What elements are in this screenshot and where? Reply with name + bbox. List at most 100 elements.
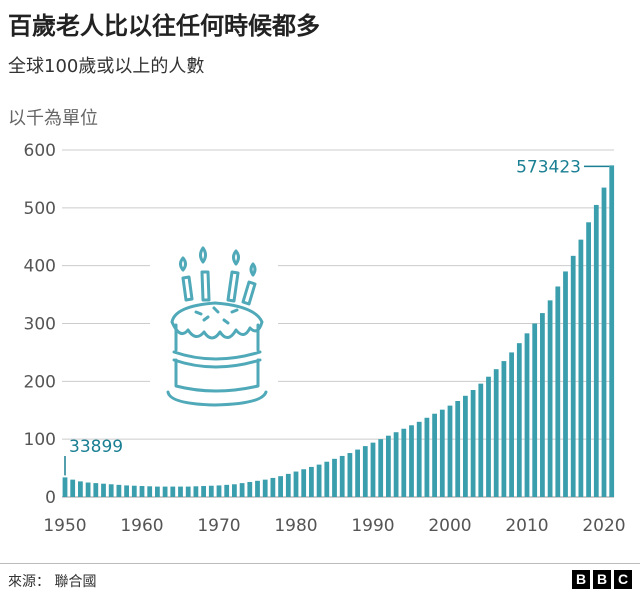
y-tick-label: 600: [24, 141, 56, 161]
x-tick-label: 1960: [120, 516, 163, 536]
bar: [201, 486, 206, 497]
x-tick-label: 1980: [274, 516, 317, 536]
bar: [278, 476, 283, 497]
bars: [62, 165, 615, 498]
y-axis-unit-label: 以千為單位: [8, 108, 98, 129]
bar: [247, 481, 253, 497]
x-tick-label: 2000: [428, 516, 471, 536]
bar: [170, 486, 176, 497]
bar: [370, 442, 376, 497]
bar: [208, 485, 214, 497]
annotation-label: 573423: [516, 157, 581, 177]
bar: [101, 483, 106, 497]
gridlines: [62, 149, 614, 498]
bar: [509, 352, 514, 497]
x-tick-label: 2020: [582, 516, 625, 536]
birthday-cake-icon: [166, 246, 268, 407]
x-tick-label: 1990: [351, 516, 394, 536]
bar: [547, 300, 553, 497]
y-tick-label: 200: [24, 372, 56, 392]
bar: [409, 425, 414, 497]
bar: [493, 369, 499, 497]
bar: [85, 482, 91, 497]
bar: [386, 435, 391, 497]
bar: [555, 286, 561, 497]
bar: [270, 477, 276, 497]
bar: [347, 453, 353, 497]
bar: [193, 486, 199, 497]
y-tick-label: 400: [24, 257, 56, 277]
chart-subtitle: 全球100歲或以上的人數: [8, 56, 205, 77]
bar: [316, 464, 322, 497]
bar: [578, 239, 584, 497]
bar: [601, 187, 607, 497]
bar: [393, 432, 399, 497]
bar: [162, 486, 168, 497]
bar: [524, 333, 530, 497]
bar: [262, 479, 268, 497]
bar: [324, 461, 330, 497]
bar: [216, 485, 222, 497]
bar: [78, 481, 83, 497]
bbc-logo-letter: B: [593, 570, 611, 589]
bar: [570, 255, 576, 497]
bar: [178, 486, 183, 497]
x-tick-label: 1970: [197, 516, 240, 536]
bar: [424, 417, 430, 497]
bar: [131, 485, 137, 497]
y-tick-label: 300: [24, 315, 56, 335]
y-tick-label: 0: [45, 488, 56, 508]
annotations: 33899 573423: [64, 157, 610, 476]
bar: [516, 343, 522, 497]
x-tick-label: 1950: [43, 516, 86, 536]
bar: [478, 383, 484, 497]
bar: [116, 484, 122, 497]
bar: [255, 480, 260, 497]
bar: [309, 466, 314, 497]
annotation-label: 33899: [69, 437, 123, 457]
bar: [501, 361, 507, 497]
bar: [70, 479, 76, 497]
bar: [470, 390, 476, 497]
bar: [593, 204, 599, 498]
bar: [401, 428, 407, 497]
bar: [224, 484, 230, 497]
footer-divider: [0, 563, 640, 564]
bar: [339, 455, 345, 497]
bar: [293, 471, 299, 497]
bbc-logo: B B C: [572, 570, 632, 589]
bar: [416, 421, 422, 497]
bar: [93, 483, 99, 497]
bar: [147, 486, 153, 497]
bar: [463, 395, 468, 497]
bar: [586, 222, 591, 497]
bar: [232, 484, 237, 497]
x-tick-label: 2010: [505, 516, 548, 536]
bar: [609, 165, 615, 497]
bar: [432, 413, 437, 497]
bar: [439, 409, 445, 497]
bar: [532, 323, 538, 497]
bar: [563, 271, 568, 497]
bar: [124, 485, 129, 497]
bar: [301, 469, 307, 497]
bar: [239, 483, 245, 497]
bar: [540, 313, 545, 497]
bar: [486, 376, 491, 497]
x-axis-ticks: 1950 1960 1970 1980 1990 2000 2010 2020: [43, 516, 625, 536]
y-tick-label: 100: [24, 430, 56, 450]
source-note: 來源： 聯合國: [8, 574, 97, 590]
bar: [332, 458, 337, 497]
bar: [62, 477, 68, 497]
bar: [285, 473, 291, 497]
bbc-logo-letter: C: [614, 570, 632, 589]
chart-title: 百歲老人比以往任何時候都多: [8, 12, 320, 40]
bar: [185, 486, 191, 497]
bar: [108, 484, 114, 497]
bar: [362, 446, 368, 497]
bar: [355, 449, 360, 497]
bar: [139, 486, 145, 497]
y-axis-ticks: 0 100 200 300 400 500 600: [24, 141, 56, 508]
bbc-logo-letter: B: [572, 570, 590, 589]
bar: [155, 486, 160, 497]
